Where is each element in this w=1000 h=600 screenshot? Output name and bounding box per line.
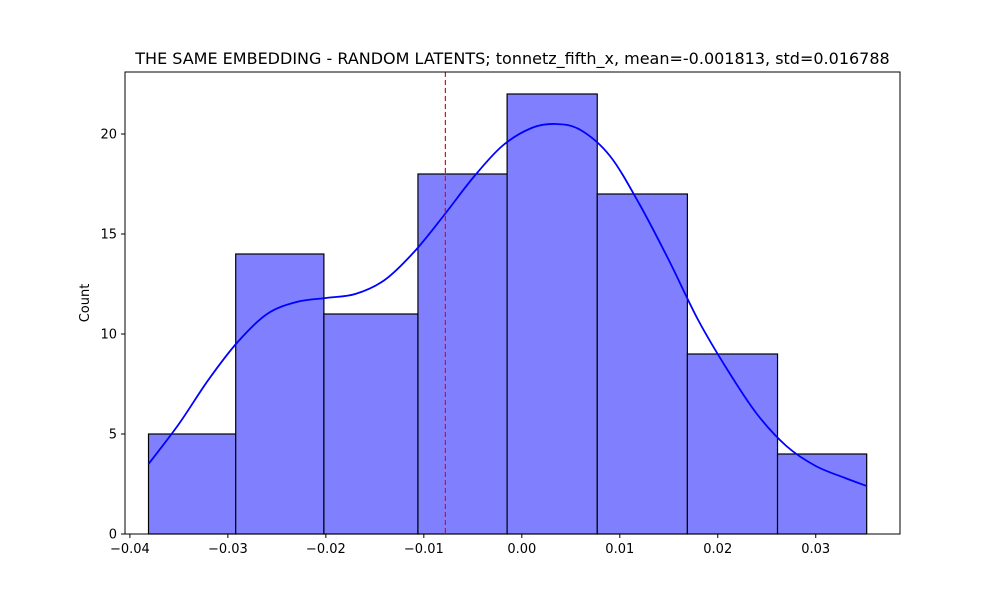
histogram-bar — [417, 173, 508, 535]
histogram-bar — [147, 433, 237, 535]
histogram-bar — [506, 93, 598, 535]
y-axis: 0 5 10 15 20 — [100, 128, 125, 543]
histogram-bar — [776, 453, 868, 535]
x-tick-label: 0.02 — [703, 542, 732, 557]
y-tick-label: 0 — [109, 528, 117, 543]
kde-group — [147, 123, 868, 487]
y-axis-label: Count — [78, 284, 93, 323]
y-tick-label: 5 — [109, 428, 117, 443]
x-tick-label: 0.03 — [801, 542, 830, 557]
x-tick-label: −0.03 — [208, 542, 248, 557]
histogram-bar — [323, 313, 419, 535]
x-tick-label: 0.00 — [507, 542, 536, 557]
y-tick-label: 20 — [100, 128, 117, 143]
x-tick-label: −0.02 — [306, 542, 346, 557]
y-tick-label: 15 — [100, 228, 117, 243]
plot-frame — [124, 71, 901, 535]
kde-curve — [147, 123, 868, 487]
chart-title: THE SAME EMBEDDING - RANDOM LATENTS; ton… — [134, 49, 889, 69]
x-tick-label: 0.01 — [605, 542, 634, 557]
x-tick-label: −0.04 — [110, 542, 150, 557]
x-axis: −0.04 −0.03 −0.02 −0.01 0.00 0.01 0.02 0.03 — [110, 534, 830, 557]
histogram-bar — [596, 193, 688, 535]
y-tick-label: 10 — [100, 328, 117, 343]
bars-group — [147, 93, 868, 535]
histogram-bar — [686, 353, 779, 535]
histogram-bar — [235, 253, 325, 535]
x-tick-label: −0.01 — [404, 542, 444, 557]
